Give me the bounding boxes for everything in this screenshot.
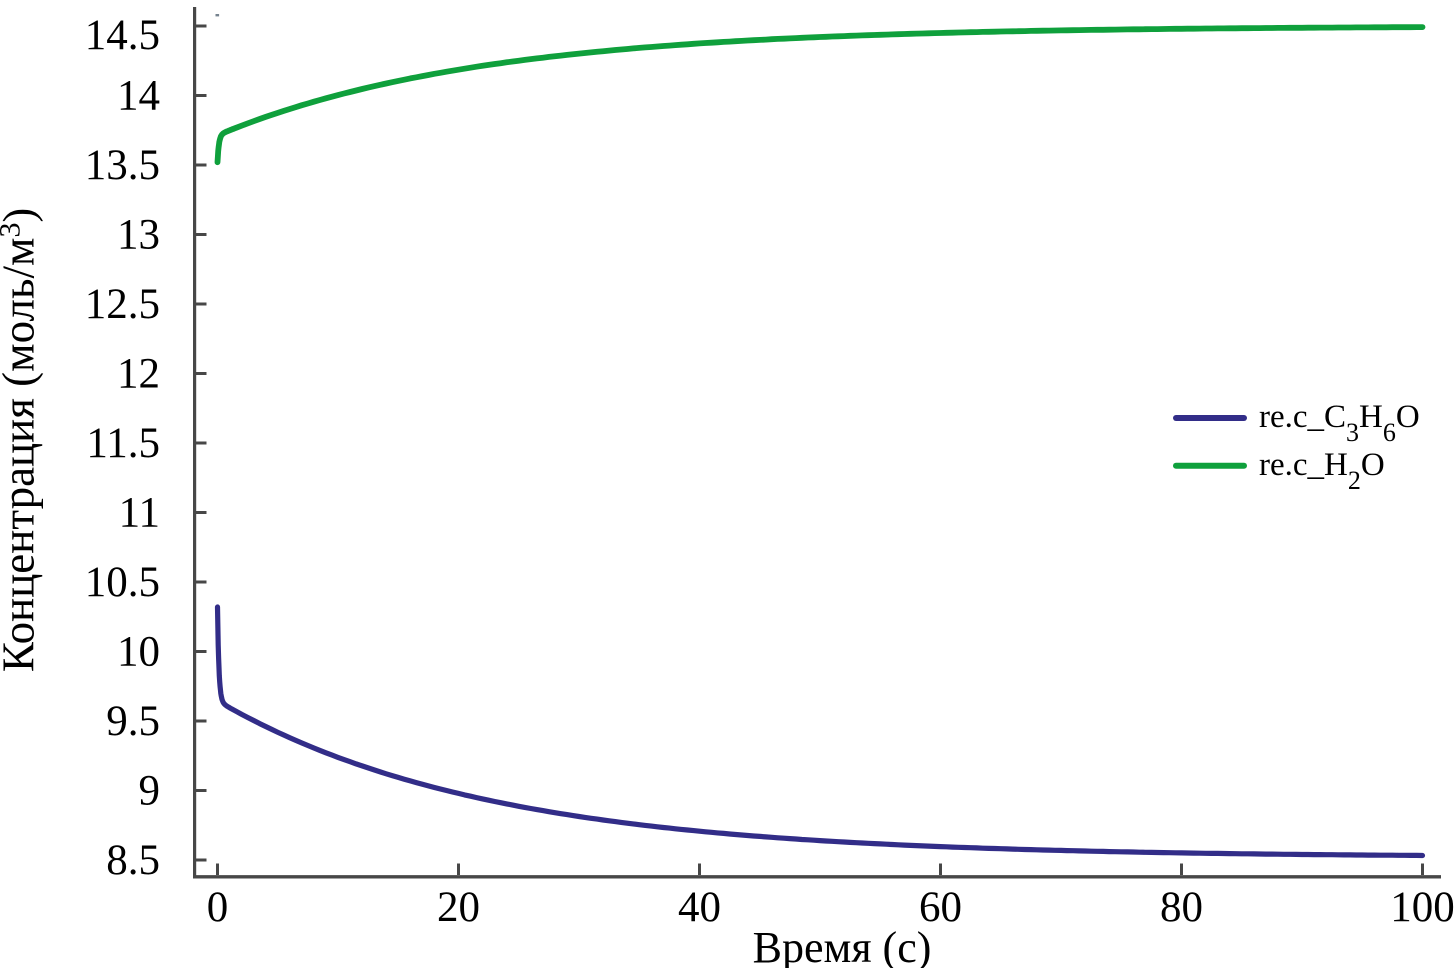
svg-text:20: 20	[437, 884, 480, 931]
svg-text:40: 40	[678, 884, 721, 931]
svg-text:14.5: 14.5	[85, 12, 160, 59]
svg-text:14: 14	[117, 73, 160, 120]
svg-text:80: 80	[1160, 884, 1203, 931]
svg-text:9.5: 9.5	[106, 698, 160, 745]
svg-text:60: 60	[919, 884, 962, 931]
svg-text:0: 0	[207, 884, 229, 931]
svg-text:11: 11	[119, 490, 160, 537]
svg-text:12.5: 12.5	[85, 281, 160, 328]
svg-text:11.5: 11.5	[86, 420, 160, 467]
svg-text:10: 10	[117, 629, 160, 676]
svg-text:8.5: 8.5	[106, 837, 160, 884]
svg-text:10.5: 10.5	[85, 559, 160, 606]
svg-text:100: 100	[1390, 884, 1454, 931]
svg-text:Время (с): Время (с)	[753, 923, 932, 968]
svg-text:13: 13	[117, 212, 160, 259]
svg-text:13.5: 13.5	[85, 142, 160, 189]
svg-text:Концентрация (моль/м3): Концентрация (моль/м3)	[0, 208, 43, 672]
svg-text:9: 9	[139, 768, 161, 815]
svg-text:12: 12	[117, 351, 160, 398]
